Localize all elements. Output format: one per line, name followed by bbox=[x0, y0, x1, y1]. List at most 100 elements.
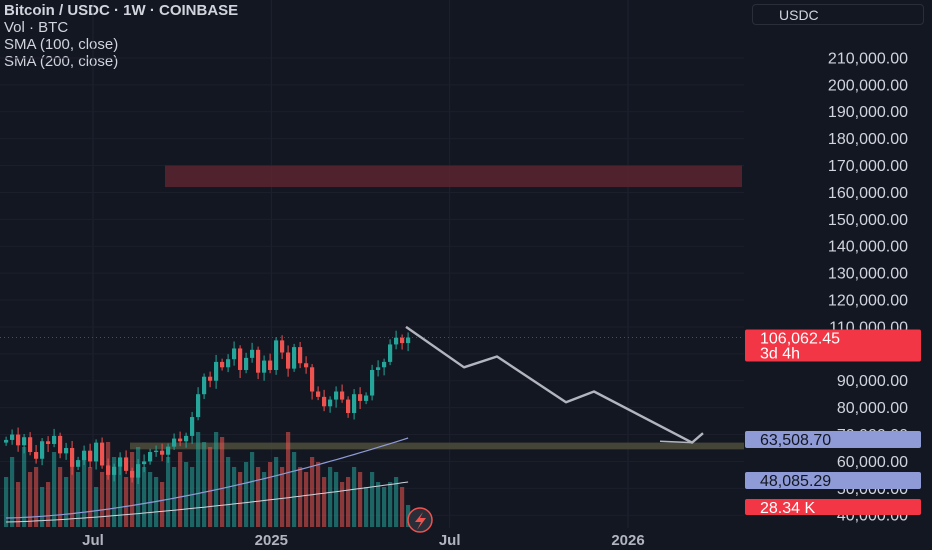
candlesticks bbox=[4, 330, 411, 485]
volume-bar bbox=[292, 452, 297, 527]
volume-bar bbox=[214, 432, 219, 527]
price-tick-label: 120,000.00 bbox=[828, 293, 908, 310]
time-tick-label: 2025 bbox=[255, 532, 288, 549]
candle-body bbox=[214, 361, 219, 381]
candle-body bbox=[4, 439, 9, 443]
candle-body bbox=[274, 340, 279, 370]
candle-body bbox=[340, 391, 345, 400]
candle-body bbox=[256, 349, 261, 373]
volume-bar bbox=[232, 467, 237, 527]
current-price-tag-text: 106,062.45 bbox=[760, 331, 840, 348]
sma200-tag-bg bbox=[745, 472, 921, 489]
volume-tag-bg bbox=[745, 499, 921, 515]
sma200-legend[interactable]: SMA (200, close) bbox=[4, 53, 119, 70]
price-tick-label: 190,000.00 bbox=[828, 104, 908, 121]
volume-bars bbox=[4, 432, 411, 527]
flash-icon[interactable] bbox=[407, 507, 433, 533]
projection-path[interactable] bbox=[405, 325, 704, 444]
candle-body bbox=[394, 337, 399, 345]
volume-bar bbox=[358, 472, 363, 527]
volume-bar bbox=[46, 482, 51, 527]
volume-tag-text: 28.34 K bbox=[760, 500, 815, 517]
volume-bar bbox=[40, 487, 45, 527]
price-tick-label: 210,000.00 bbox=[828, 50, 908, 67]
sma100-legend[interactable]: SMA (100, close) bbox=[4, 36, 119, 53]
volume-bar bbox=[376, 482, 381, 527]
candle-body bbox=[16, 434, 21, 446]
candle-body bbox=[328, 399, 333, 407]
candle-body bbox=[88, 450, 93, 462]
candle-body bbox=[154, 450, 159, 453]
price-tick-label: 170,000.00 bbox=[828, 158, 908, 175]
candle-body bbox=[94, 442, 99, 462]
candle-body bbox=[76, 460, 81, 467]
volume-bar bbox=[94, 487, 99, 527]
candle-body bbox=[52, 435, 57, 444]
candle-body bbox=[232, 348, 237, 360]
volume-bar bbox=[310, 457, 315, 527]
candle-body bbox=[130, 470, 135, 478]
price-tick-label: 160,000.00 bbox=[828, 185, 908, 202]
volume-bar bbox=[184, 462, 189, 527]
volume-bar bbox=[178, 452, 183, 527]
volume-bar bbox=[268, 462, 273, 527]
volume-bar bbox=[256, 467, 261, 527]
candle-body bbox=[226, 359, 231, 368]
candle-body bbox=[148, 452, 153, 462]
candle-body bbox=[142, 461, 147, 465]
candle-body bbox=[160, 450, 165, 455]
candle-body bbox=[208, 376, 213, 381]
volume-bar bbox=[88, 467, 93, 527]
sma100-tag-text: 63,508.70 bbox=[760, 432, 831, 449]
volume-bar bbox=[76, 472, 81, 527]
price-axis[interactable]: 40,000.0050,000.0060,000.0070,000.0080,0… bbox=[828, 50, 908, 524]
moving-averages bbox=[6, 437, 409, 523]
time-axis[interactable]: Jul 2025 Jul 2026 bbox=[82, 532, 645, 549]
volume-bar bbox=[160, 482, 165, 527]
volume-bar bbox=[64, 477, 69, 527]
volume-bar bbox=[106, 442, 111, 527]
current-price-tag-text: 3d 4h bbox=[760, 346, 800, 363]
candle-body bbox=[112, 466, 117, 475]
current-price-tag-bg bbox=[745, 329, 921, 362]
volume-bar bbox=[196, 432, 201, 527]
candle-body bbox=[334, 391, 339, 400]
projection-tail bbox=[659, 440, 693, 444]
volume-bar bbox=[262, 472, 267, 527]
sma100-tag-bg bbox=[745, 431, 921, 448]
flash-icon-bolt bbox=[415, 512, 426, 530]
volume-bar bbox=[202, 442, 207, 527]
candle-body bbox=[310, 367, 315, 392]
volume-bar bbox=[4, 477, 9, 527]
candle-body bbox=[292, 347, 297, 369]
candle-body bbox=[28, 437, 33, 453]
candle-body bbox=[406, 337, 411, 344]
candle-body bbox=[190, 417, 195, 436]
candle-body bbox=[244, 357, 249, 370]
candle-body bbox=[100, 442, 105, 466]
volume-bar bbox=[220, 437, 225, 527]
volume-bar bbox=[28, 472, 33, 527]
price-tick-label: 90,000.00 bbox=[837, 373, 908, 390]
volume-bar bbox=[58, 467, 63, 527]
currency-button[interactable]: USDC bbox=[752, 4, 924, 25]
symbol-title[interactable]: Bitcoin / USDC · 1W · COINBASE bbox=[4, 2, 239, 19]
volume-bar bbox=[100, 472, 105, 527]
volume-bar bbox=[172, 467, 177, 527]
volume-legend[interactable]: Vol · BTC bbox=[4, 19, 69, 36]
candle-body bbox=[64, 447, 69, 454]
candle-body bbox=[34, 452, 39, 459]
candle-body bbox=[22, 437, 27, 446]
resistance-zone bbox=[165, 165, 742, 188]
volume-bar bbox=[346, 477, 351, 527]
candle-body bbox=[376, 367, 381, 370]
candle-body bbox=[364, 395, 369, 401]
volume-bar bbox=[328, 467, 333, 527]
candle-body bbox=[316, 391, 321, 397]
volume-bar bbox=[388, 482, 393, 527]
volume-bar bbox=[112, 457, 117, 527]
candle-body bbox=[172, 438, 177, 447]
candle-body bbox=[220, 361, 225, 368]
time-tick-label: 2026 bbox=[611, 532, 644, 549]
